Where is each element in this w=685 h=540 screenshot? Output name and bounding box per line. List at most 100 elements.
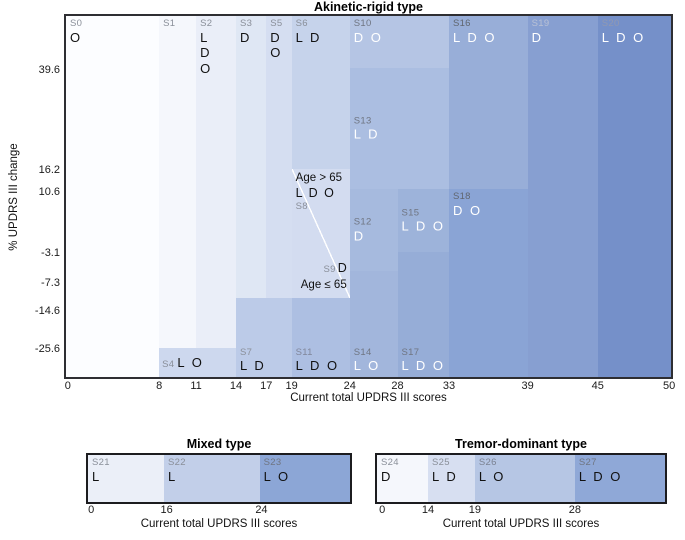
segment-S23: S23 L O [259, 455, 350, 502]
age-condition: Age ≤ 65 [300, 279, 347, 292]
segment-S16: S16 L D O [448, 16, 528, 190]
x-tick-19: 19 [468, 504, 482, 516]
segment-S1: S1 [159, 16, 197, 349]
segment-label: S20 L D O [602, 18, 644, 45]
segment-S8S9: Age > 65 L D O S8 S9 D Age ≤ 65 [291, 169, 350, 298]
segment-label: S27 L D O [579, 457, 621, 484]
x-tick-50: 50 [663, 380, 676, 392]
segment-label: S7 L D [240, 347, 264, 374]
segment-label: S15 L D O [402, 207, 444, 234]
x-tick-19: 19 [285, 380, 298, 392]
segment-S10: S10 D O [349, 16, 449, 69]
segment-id: S10 [353, 18, 372, 29]
segment-treatments: L O [478, 468, 504, 484]
y-tick-39.6: 39.6 [38, 64, 60, 77]
segment-S22: S22 L [163, 455, 260, 502]
segment-id: S5 [270, 18, 283, 29]
segment-treatments: L D [240, 358, 265, 374]
x-tick-0: 0 [64, 380, 71, 392]
segment-S27: S27 L D O [574, 455, 665, 502]
segment-treatments: L D [431, 468, 457, 484]
x-tick-8: 8 [156, 380, 163, 392]
segment-S6: S6 L D [291, 16, 350, 170]
tremor-plot-area: S24 D S25 L D S26 L O S27 L D O [375, 453, 667, 504]
segment-label: S4 L O [162, 353, 202, 373]
x-tick-16: 16 [160, 504, 173, 516]
segment-treatments: D [381, 468, 391, 484]
segment-id: S16 [452, 18, 471, 29]
segment-label: S25 L D [432, 457, 456, 484]
x-tick-0: 0 [379, 504, 386, 516]
segment-id: S8 [295, 201, 308, 213]
segment-id: S9 [323, 264, 336, 276]
akinetic-x-axis-label: Current total UPDRS III scores [290, 392, 447, 404]
segment-S21: S21 L [88, 455, 164, 502]
segment-treatments: D O [452, 202, 481, 218]
segment-label: S24 D [381, 457, 399, 484]
x-tick-28: 28 [391, 380, 404, 392]
age-under-65-label: S9 D Age ≤ 65 [301, 258, 347, 292]
y-tick--7.3: -7.3 [41, 276, 60, 289]
segment-id: S1 [163, 18, 176, 29]
segment-treatments: L O [353, 358, 379, 374]
segment-S14: S14 L O [349, 271, 398, 377]
segment-id: S23 [263, 457, 282, 468]
segment-label: S26 L O [479, 457, 504, 484]
segment-S25: S25 L D [427, 455, 475, 502]
segment-id: S14 [353, 346, 372, 358]
segment-S0: S0 O [66, 16, 160, 377]
x-tick-11: 11 [190, 380, 202, 392]
segment-treatments: L D O [578, 468, 621, 484]
segment-label: S5 D O [270, 18, 282, 61]
akinetic-plot-area: S0 O S1 S2 L D O S4 L O S3 D S5 D O S7 L D S6 L D Age >… [64, 14, 673, 379]
x-tick-14: 14 [229, 380, 243, 392]
segment-label: S10 D O [354, 18, 382, 45]
segment-S7: S7 L D [236, 297, 292, 377]
segment-id: S20 [601, 18, 620, 29]
age-over-65-label: Age > 65 L D O S8 [296, 171, 342, 213]
segment-treatments: L D O [295, 185, 334, 200]
segment-id: S22 [167, 457, 186, 468]
y-tick--25.6: -25.6 [34, 343, 60, 356]
mixed-chart-title: Mixed type [186, 437, 252, 451]
segment-treatments: O [70, 29, 81, 45]
segment-id: S7 [240, 346, 253, 358]
segment-label: S1 [163, 18, 175, 30]
segment-S11: S11 L D O [291, 297, 350, 377]
y-tick-16.2: 16.2 [38, 164, 60, 176]
x-tick-28: 28 [568, 504, 581, 516]
segment-label: S6 L D [296, 18, 320, 45]
segment-S12: S12 D [349, 189, 398, 272]
segment-id: S13 [353, 115, 372, 127]
tremor-x-axis-label: Current total UPDRS III scores [442, 518, 600, 530]
segment-treatments: D [337, 261, 347, 276]
age-split-diagonal-line [291, 169, 350, 298]
segment-S19: S19 D [527, 16, 598, 377]
segment-S18: S18 D O [448, 189, 528, 377]
segment-label: S18 D O [453, 191, 481, 218]
segment-treatments: L D O [452, 29, 495, 45]
segment-S4: S4 L O [159, 348, 236, 377]
y-tick--3.1: -3.1 [41, 246, 60, 259]
segment-S17: S17 L D O [397, 252, 449, 377]
segment-treatments: L D [295, 29, 320, 45]
y-tick--14.6: -14.6 [34, 304, 60, 317]
segment-treatments: L D [353, 126, 378, 142]
segment-S15: S15 L D O [397, 189, 449, 253]
segment-label: S3 D [240, 18, 252, 45]
segment-S24: S24 D [377, 455, 428, 502]
segment-id: S27 [578, 457, 597, 468]
segment-id: S26 [478, 457, 497, 468]
segment-id: S6 [295, 18, 308, 29]
segment-id: S3 [240, 18, 253, 29]
segment-label: S12 D [354, 217, 372, 244]
segment-label: S2 L D O [200, 18, 212, 77]
mixed-plot-area: S21 L S22 L S23 L O [86, 453, 352, 504]
mixed-x-axis-label: Current total UPDRS III scores [140, 518, 298, 530]
y-tick-10.6: 10.6 [38, 186, 60, 199]
segment-id: S25 [431, 457, 450, 468]
akinetic-chart-title: Akinetic-rigid type [313, 0, 424, 14]
segment-treatments: L [92, 468, 100, 484]
segment-S26: S26 L O [474, 455, 575, 502]
